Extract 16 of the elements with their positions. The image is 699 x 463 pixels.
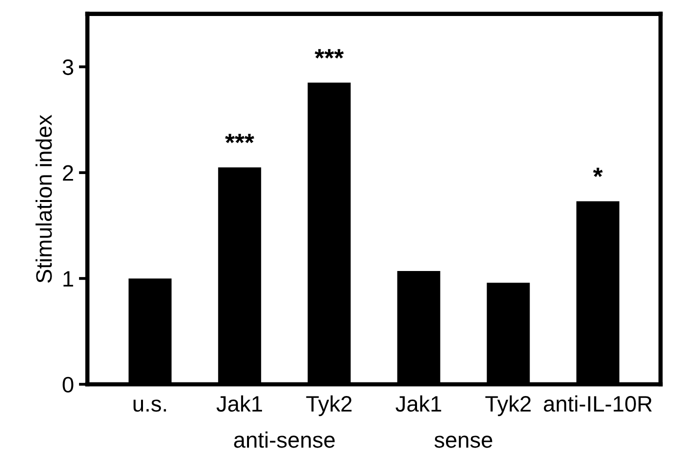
x-tick-label: Jak1 <box>396 395 442 412</box>
text: sense <box>434 436 492 448</box>
x-tick-label: anti-IL-10R <box>544 395 652 412</box>
data-label: *** <box>225 134 254 144</box>
x-tick-label: Tyk2 <box>306 395 352 416</box>
x-tick-label: Jak1 <box>216 395 262 412</box>
y-tick-label: 0 <box>62 376 74 393</box>
text: anti-sense <box>234 432 335 448</box>
y-tick-label: 2 <box>62 165 74 181</box>
x-tick-label: Tyk2 <box>485 395 531 416</box>
y-tick-label: 3 <box>62 59 74 76</box>
data-label: * <box>593 168 603 178</box>
data-label: *** <box>314 49 344 58</box>
y-tick-label: 1 <box>64 271 74 287</box>
y-axis-title: Stimulation index <box>36 114 52 283</box>
x-tick-label: u.s. <box>134 400 166 412</box>
